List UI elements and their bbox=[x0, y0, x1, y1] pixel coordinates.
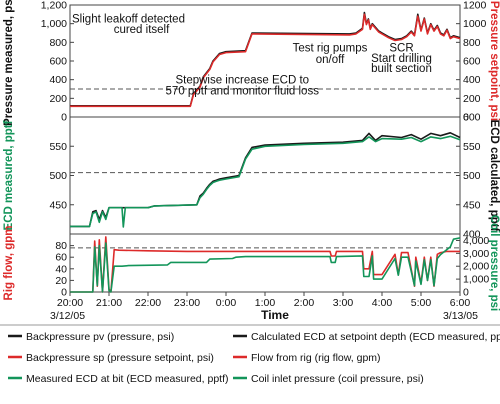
legend-item-label: Coil inlet pressure (coil pressure, psi) bbox=[251, 373, 424, 385]
y-tick-label-right: 400 bbox=[463, 229, 481, 241]
annotation-text: on/off bbox=[316, 54, 345, 66]
legend-item-label: Measured ECD at bit (ECD measured, pptf) bbox=[26, 373, 229, 385]
annotation-text: Slight leakoff detected bbox=[72, 14, 185, 26]
y-tick-label-left: 500 bbox=[49, 170, 67, 182]
annotation-text: cured itself bbox=[114, 24, 170, 36]
y-tick-label-left: 600 bbox=[49, 56, 67, 68]
y-tick-label-left: 0 bbox=[61, 112, 67, 124]
y-axis-title-left: ECD measured, pptf bbox=[3, 120, 15, 230]
annotation-text: built section bbox=[371, 63, 432, 75]
legend-item-label: Backpressure sp (pressure setpoint, psi) bbox=[26, 352, 214, 364]
y-tick-label-right: 600 bbox=[463, 112, 481, 124]
series-line-pressure-1 bbox=[70, 13, 461, 108]
annotation-text: Test rig pumps bbox=[293, 43, 368, 55]
panel-frame-ecd bbox=[69, 116, 461, 235]
y-tick-label-right: 550 bbox=[463, 141, 481, 153]
x-tick-label: 23:00 bbox=[174, 297, 200, 309]
y-tick-label-left: 40 bbox=[55, 263, 67, 275]
y-axis-title-right: Coil pressure, psi bbox=[488, 215, 500, 312]
y-tick-label-right: 450 bbox=[463, 199, 481, 211]
legend-item-label: Backpressure pv (pressure, psi) bbox=[26, 331, 174, 343]
y-axis-title-right: Pressure setpoint, psi bbox=[488, 1, 500, 121]
x-axis-title: Time bbox=[261, 308, 289, 322]
annotation-text: Start drilling bbox=[371, 53, 432, 65]
x-tick-label: 3:00 bbox=[333, 297, 354, 309]
x-tick-label: 0:00 bbox=[216, 297, 237, 309]
series-line-flow-0 bbox=[70, 236, 460, 293]
series-line-ecd-1 bbox=[70, 135, 461, 228]
x-tick-label: 5:00 bbox=[411, 297, 432, 309]
y-axis-title-left: Pressure measured, psi bbox=[3, 0, 15, 126]
x-date-start: 3/12/05 bbox=[50, 310, 85, 322]
y-tick-label-right: 200 bbox=[463, 93, 481, 105]
x-tick-label: 6:00 bbox=[450, 297, 471, 309]
annotation-text: SCR bbox=[389, 43, 413, 55]
x-tick-label: 2:00 bbox=[294, 297, 315, 309]
x-tick-label: 4:00 bbox=[372, 297, 393, 309]
y-tick-label-right: 600 bbox=[463, 56, 481, 68]
x-tick-label: 20:00 bbox=[57, 297, 83, 309]
y-tick-label-right: 1200 bbox=[463, 0, 487, 12]
legend-item-label: Calculated ECD at setpoint depth (ECD me… bbox=[251, 331, 500, 343]
annotation-text: 570 pptf and monitor fluid loss bbox=[166, 86, 320, 98]
y-axis-title-left: Rig flow, gpm bbox=[3, 226, 15, 301]
y-tick-label-left: 1,000 bbox=[41, 18, 67, 30]
y-tick-label-left: 550 bbox=[49, 141, 67, 153]
y-tick-label-left: 0 bbox=[61, 287, 67, 299]
y-tick-label-right: 2,000 bbox=[463, 261, 489, 273]
x-tick-label: 21:00 bbox=[96, 297, 122, 309]
y-tick-label-right: 0 bbox=[463, 287, 469, 299]
y-tick-label-right: 3,000 bbox=[463, 248, 489, 260]
annotation-text: Stepwise increase ECD to bbox=[175, 74, 309, 86]
y-tick-label-right: 4,000 bbox=[463, 235, 489, 247]
x-date-end: 3/13/05 bbox=[443, 310, 478, 322]
y-tick-label-right: 500 bbox=[463, 170, 481, 182]
y-tick-label-left: 200 bbox=[49, 93, 67, 105]
y-tick-label-left: 400 bbox=[49, 74, 67, 86]
y-tick-label-left: 60 bbox=[55, 252, 67, 264]
y-tick-label-right: 0 bbox=[463, 112, 469, 124]
y-tick-label-left: 1,200 bbox=[41, 0, 67, 12]
y-tick-label-left: 450 bbox=[49, 199, 67, 211]
y-tick-label-left: 800 bbox=[49, 37, 67, 49]
y-axis-title-right: ECD calculated, pptf bbox=[488, 120, 500, 232]
y-tick-label-right: 1,000 bbox=[463, 274, 489, 286]
y-tick-label-right: 1000 bbox=[463, 18, 487, 30]
legend-item-label: Flow from rig (rig flow, gpm) bbox=[251, 352, 381, 364]
y-tick-label-left: 80 bbox=[55, 240, 67, 252]
x-tick-label: 22:00 bbox=[135, 297, 161, 309]
panel-frame-flow bbox=[69, 233, 461, 293]
y-tick-label-right: 800 bbox=[463, 37, 481, 49]
y-tick-label-left: 20 bbox=[55, 275, 67, 287]
x-tick-label: 1:00 bbox=[255, 297, 276, 309]
series-line-flow-1 bbox=[70, 237, 461, 293]
y-tick-label-right: 400 bbox=[463, 74, 481, 86]
